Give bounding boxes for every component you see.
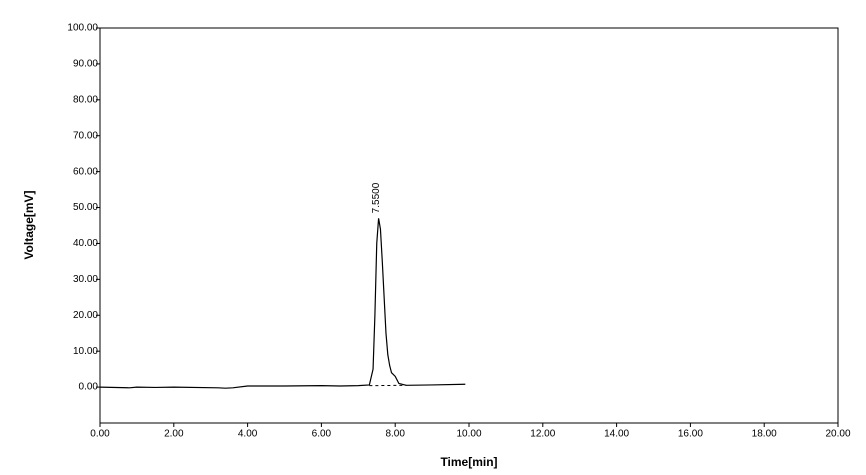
x-tick-label: 2.00 (164, 429, 184, 440)
y-tick-label: 0.00 (79, 382, 99, 393)
y-tick-label: 30.00 (73, 274, 98, 285)
x-tick-label: 16.00 (678, 429, 703, 440)
y-tick-label: 20.00 (73, 310, 98, 321)
y-tick-label: 40.00 (73, 238, 98, 249)
y-tick-label: 70.00 (73, 130, 98, 141)
y-axis-label: Voltage[mV] (22, 190, 36, 259)
x-tick-label: 14.00 (604, 429, 629, 440)
signal-line (99, 218, 466, 389)
y-tick-label: 10.00 (73, 346, 98, 357)
plot-frame (99, 27, 839, 424)
x-axis-label: Time[min] (440, 455, 497, 469)
x-tick-label: 6.00 (312, 429, 332, 440)
y-tick-label: 50.00 (73, 202, 98, 213)
y-tick-label: 100.00 (67, 23, 98, 34)
x-tick-label: 4.00 (238, 429, 258, 440)
x-tick-label: 10.00 (456, 429, 481, 440)
x-tick-label: 20.00 (825, 429, 850, 440)
x-tick-label: 0.00 (90, 429, 110, 440)
x-tick-label: 12.00 (530, 429, 555, 440)
peak-label: 7.5500 (371, 182, 382, 213)
x-tick-label: 8.00 (385, 429, 405, 440)
y-tick-label: 80.00 (73, 94, 98, 105)
y-tick-label: 60.00 (73, 166, 98, 177)
x-tick-label: 18.00 (752, 429, 777, 440)
y-tick-label: 90.00 (73, 59, 98, 70)
